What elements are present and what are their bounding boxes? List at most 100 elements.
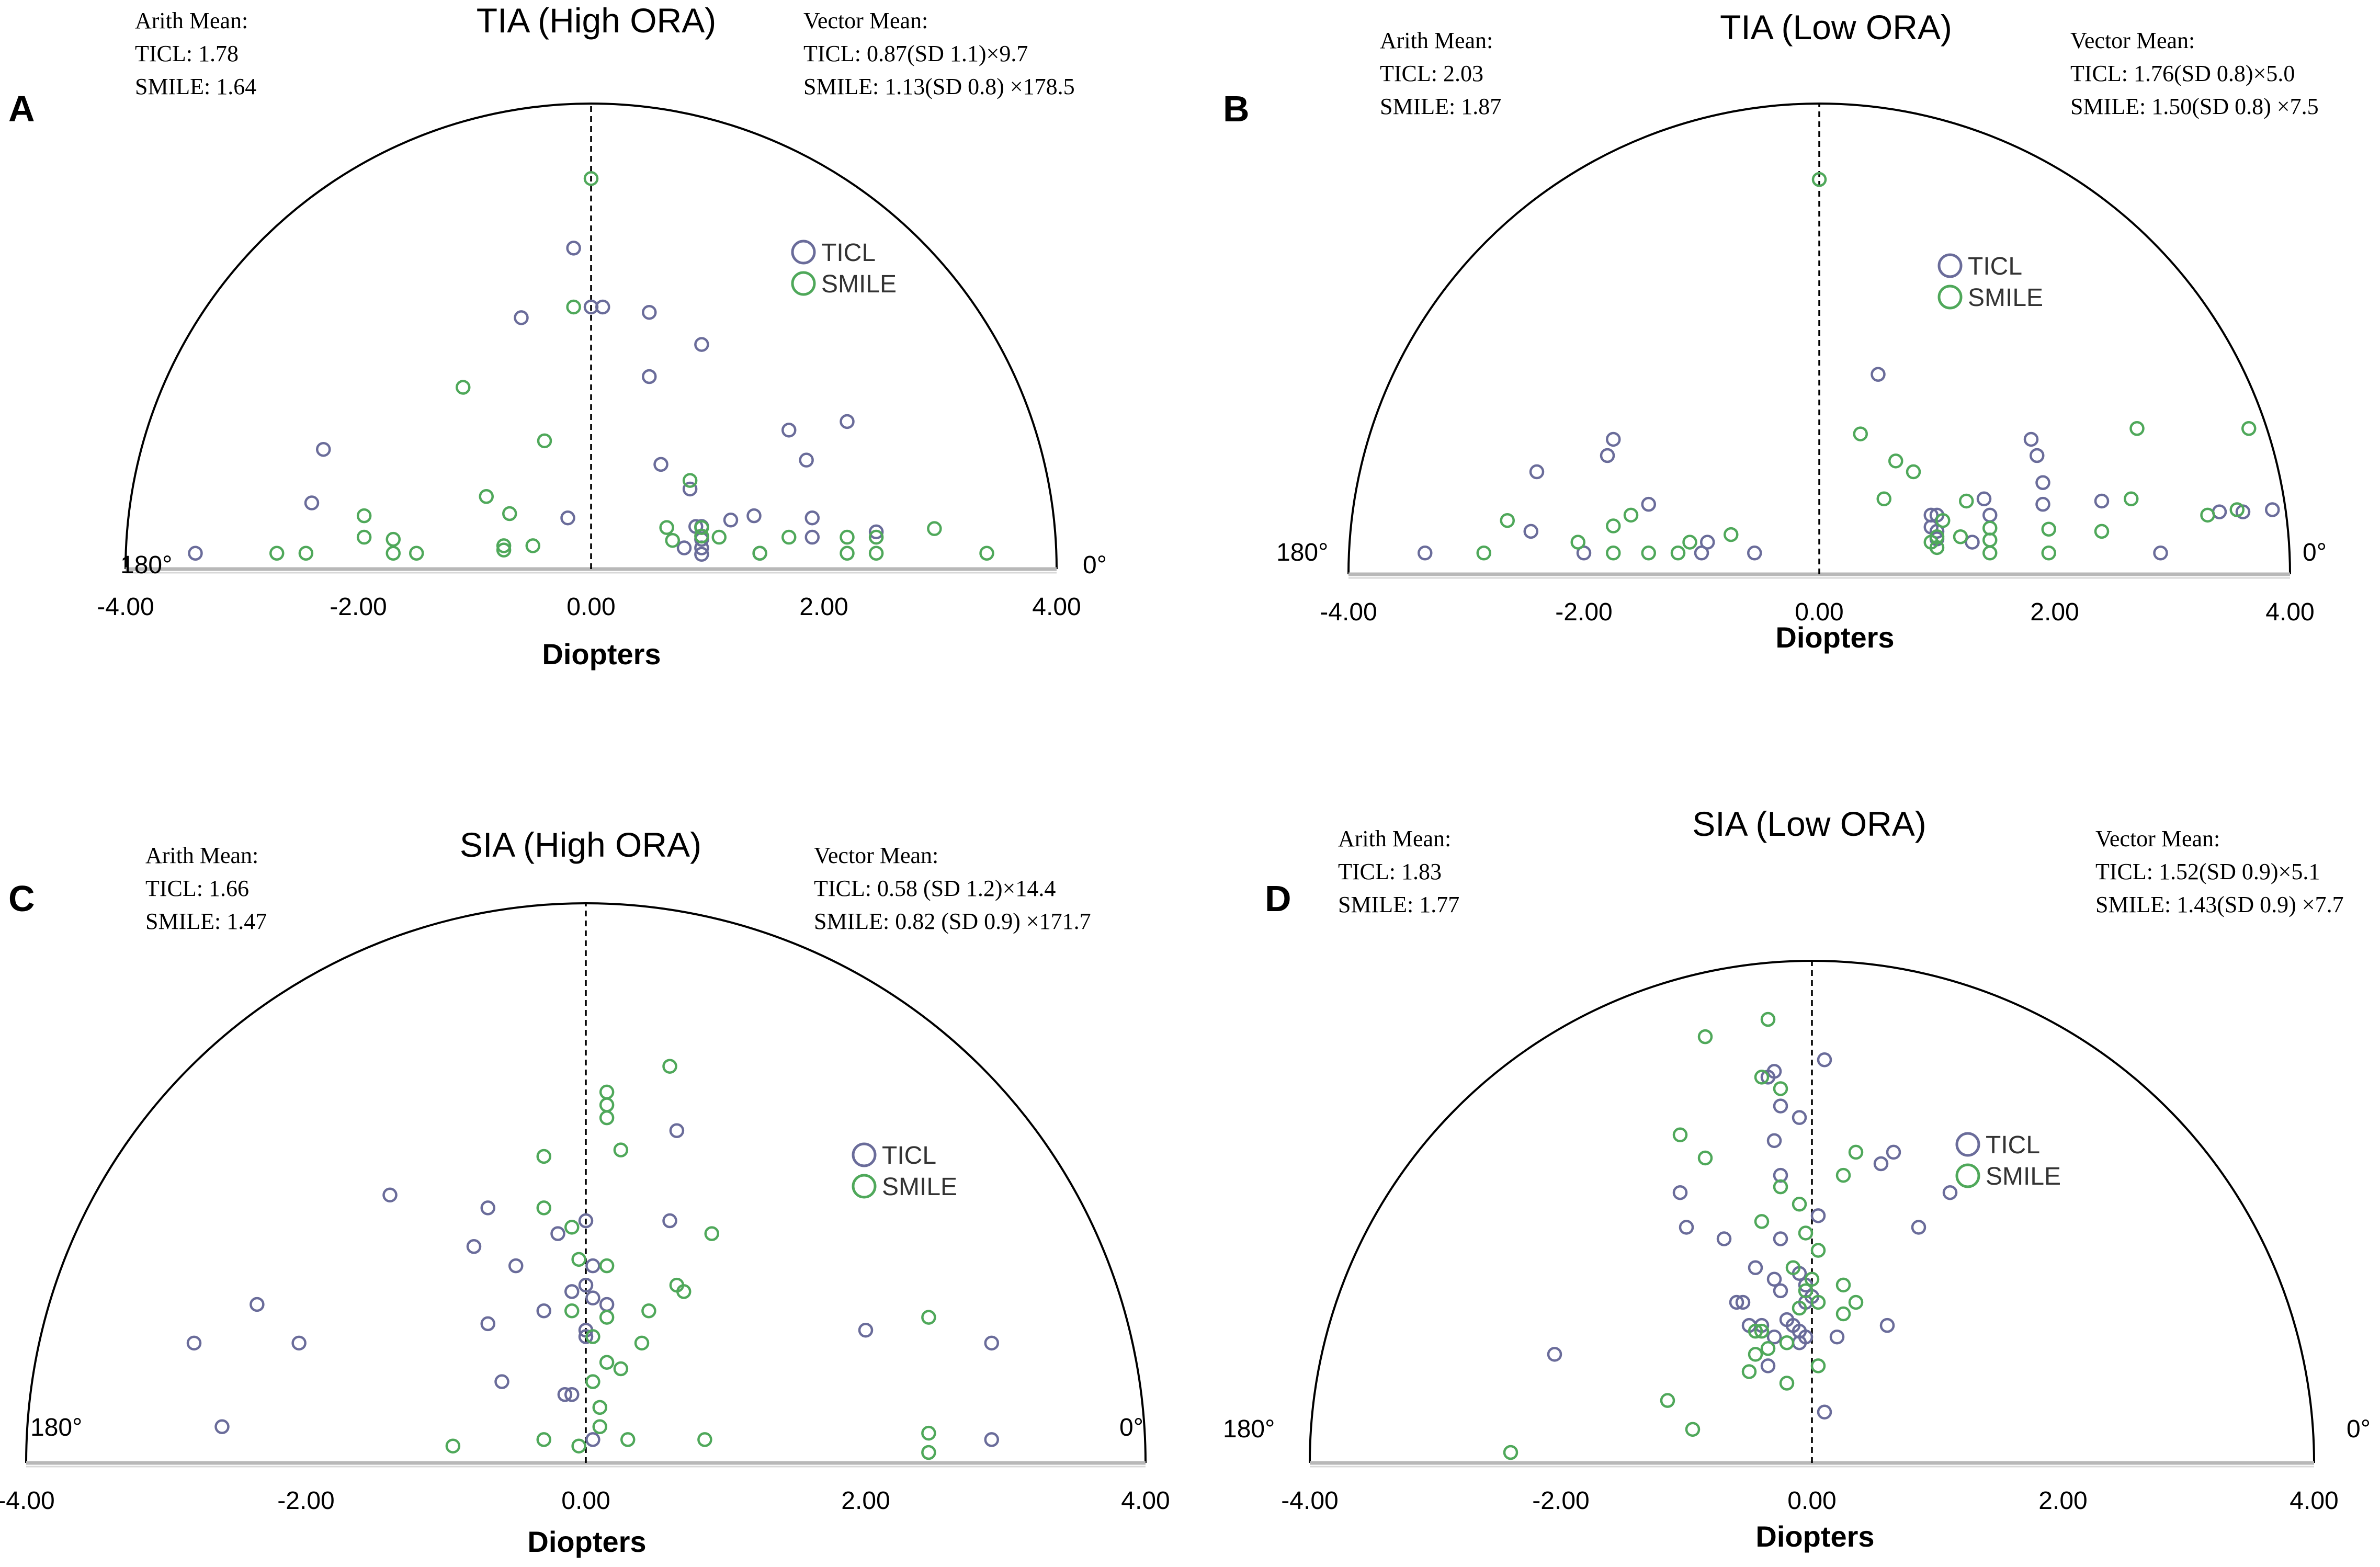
- data-point-smile: [599, 1258, 615, 1274]
- data-point-ticl: [723, 513, 739, 528]
- data-point-smile: [537, 433, 552, 449]
- data-point-smile: [1810, 1295, 1826, 1310]
- data-point-smile: [592, 1400, 607, 1415]
- x-tick-label: 0.00: [1787, 1487, 1836, 1515]
- data-point-ticl: [1792, 1323, 1807, 1339]
- data-point-ticl: [1747, 546, 1762, 561]
- data-point-ticl: [1779, 1312, 1795, 1327]
- data-point-smile: [1792, 1300, 1807, 1316]
- data-point-smile: [525, 538, 540, 553]
- data-point-smile: [2241, 421, 2257, 436]
- series-ticl: [1547, 1052, 1958, 1420]
- series-ticl: [1418, 367, 2280, 561]
- data-point-smile: [1835, 1306, 1851, 1322]
- x-tick-label: -4.00: [97, 593, 154, 621]
- data-point-ticl: [1773, 1098, 1788, 1114]
- arith-mean-label: Arith Mean:: [135, 8, 248, 33]
- vector-mean-smile: SMILE: 1.50(SD 0.8) ×7.5: [2070, 94, 2319, 119]
- data-point-smile: [921, 1310, 936, 1325]
- data-point-ticl: [799, 452, 814, 468]
- data-point-smile: [1503, 1445, 1518, 1460]
- data-point-smile: [1724, 527, 1739, 542]
- angle-label-180: 180°: [1223, 1415, 1275, 1443]
- data-point-smile: [1682, 535, 1697, 550]
- legend-label-smile: SMILE: [1986, 1163, 2061, 1190]
- data-point-ticl: [1547, 1347, 1562, 1362]
- data-point-ticl: [566, 241, 581, 256]
- legend-label-smile: SMILE: [821, 270, 897, 298]
- panel-b: B -4.00 -2.00 0.00 2.00 4.00 Diopters 180° 0° TIA…: [1223, 8, 2327, 654]
- data-point-smile: [1748, 1323, 1763, 1339]
- data-point-smile: [1959, 493, 1974, 509]
- legend-label-ticl: TICL: [1968, 253, 2022, 280]
- data-point-ticl: [1735, 1295, 1751, 1310]
- data-point-smile: [2094, 524, 2110, 539]
- data-point-ticl: [1873, 1156, 1889, 1172]
- x-tick-label: -2.00: [330, 593, 387, 621]
- data-point-ticl: [2212, 504, 2227, 519]
- data-point-ticl: [466, 1239, 482, 1254]
- data-point-ticl: [1829, 1329, 1845, 1345]
- data-point-smile: [1876, 491, 1891, 507]
- angle-label-180: 180°: [1276, 539, 1328, 566]
- data-point-smile: [927, 521, 942, 536]
- data-point-ticl: [1773, 1283, 1788, 1299]
- data-point-smile: [583, 171, 599, 186]
- data-point-smile: [840, 546, 855, 561]
- data-point-smile: [1785, 1260, 1801, 1275]
- data-point-smile: [585, 1329, 600, 1344]
- half-circle-outline: [124, 103, 1058, 570]
- data-point-ticl: [585, 1258, 600, 1274]
- data-point-smile: [1748, 1347, 1763, 1362]
- data-point-ticl: [1523, 524, 1538, 539]
- data-point-ticl: [291, 1335, 307, 1351]
- data-point-smile: [1773, 1179, 1788, 1195]
- panel-d: D -4.00 -2.00 0.00 2.00 4.00 Diopters 180° 0° SIA…: [1223, 804, 2371, 1553]
- data-point-smile: [1929, 529, 1945, 544]
- legend-label-ticl: TICL: [821, 239, 876, 267]
- data-point-smile: [1798, 1225, 1814, 1241]
- data-point-ticl: [1817, 1404, 1832, 1420]
- data-point-ticl: [1879, 1318, 1895, 1333]
- panel-letter: B: [1223, 88, 1250, 129]
- data-point-smile: [1888, 453, 1903, 469]
- data-point-smile: [1670, 546, 1686, 561]
- data-point-ticl: [188, 546, 203, 561]
- x-tick-label: 2.00: [2038, 1487, 2087, 1515]
- data-point-smile: [599, 1355, 615, 1370]
- data-point-smile: [599, 1097, 615, 1112]
- vector-mean-ticl: TICL: 1.76(SD 0.8)×5.0: [2070, 61, 2295, 86]
- data-point-ticl: [382, 1187, 398, 1203]
- data-point-smile: [659, 520, 674, 535]
- data-point-smile: [409, 546, 424, 561]
- data-point-smile: [445, 1438, 461, 1454]
- data-point-smile: [2229, 502, 2245, 517]
- data-point-ticl: [1965, 535, 1980, 550]
- data-point-ticl: [1766, 1133, 1782, 1149]
- data-point-smile: [269, 546, 285, 561]
- vector-mean-ticl: TICL: 0.87(SD 1.1)×9.7: [803, 41, 1028, 66]
- legend-marker-smile: [852, 1174, 877, 1199]
- data-point-smile: [1811, 172, 1827, 187]
- angle-label-0: 0°: [1119, 1414, 1143, 1441]
- data-point-smile: [1835, 1277, 1851, 1293]
- x-tick-label: 2.00: [841, 1487, 890, 1515]
- vector-mean-label: Vector Mean:: [803, 8, 928, 33]
- series-smile: [1503, 1012, 1864, 1460]
- data-point-smile: [571, 1438, 586, 1454]
- chart-title: TIA (Low ORA): [1720, 8, 1952, 47]
- legend-label-smile: SMILE: [882, 1173, 957, 1201]
- data-point-ticl: [1871, 367, 1886, 382]
- data-point-smile: [613, 1361, 629, 1377]
- data-point-ticl: [1748, 1260, 1763, 1275]
- vector-mean-label: Vector Mean:: [2070, 28, 2195, 53]
- legend-marker-smile: [1955, 1163, 1980, 1188]
- data-point-ticl: [2023, 432, 2039, 447]
- data-point-smile: [536, 1200, 551, 1216]
- panel-letter: C: [8, 878, 35, 919]
- data-point-ticl: [578, 1213, 594, 1229]
- series-ticl: [186, 1123, 999, 1447]
- data-point-smile: [868, 546, 884, 561]
- data-point-smile: [1848, 1144, 1864, 1160]
- x-tick-label: -2.00: [1555, 598, 1612, 626]
